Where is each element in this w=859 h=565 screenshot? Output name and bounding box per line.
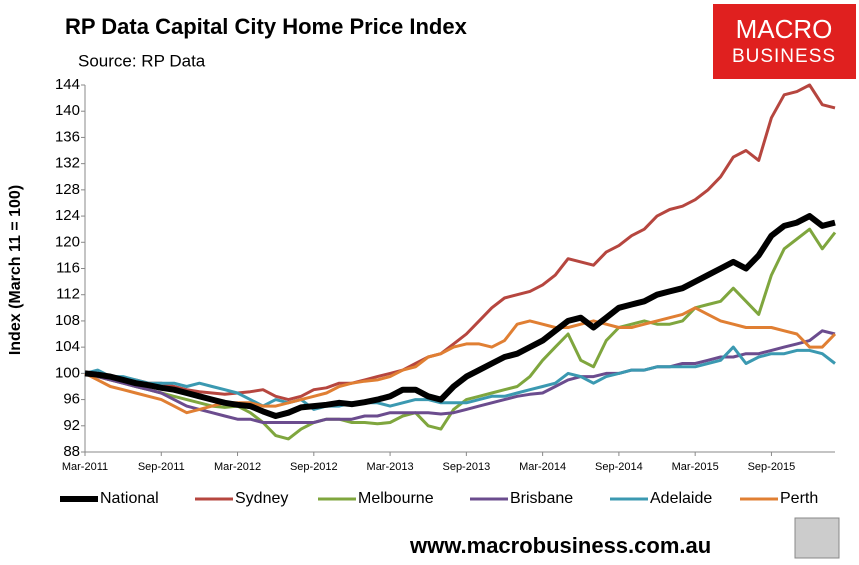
y-tick-label: 92 [63, 417, 80, 434]
legend-label: Perth [780, 490, 818, 507]
x-tick-label: Sep-2014 [595, 461, 643, 473]
legend-label: Brisbane [510, 490, 573, 507]
y-tick-label: 120 [55, 233, 80, 250]
y-axis-label: Index (March 11 = 100) [7, 185, 24, 355]
x-tick-label: Sep-2015 [748, 461, 796, 473]
y-tick-label: 88 [63, 443, 80, 460]
chart-subtitle: Source: RP Data [78, 51, 206, 70]
x-tick-label: Mar-2015 [672, 461, 719, 473]
y-tick-label: 112 [56, 286, 80, 303]
logo-text: MACRO [736, 14, 833, 44]
x-tick-label: Mar-2011 [62, 461, 108, 473]
legend-label: Sydney [235, 490, 288, 507]
y-tick-label: 140 [55, 102, 80, 119]
series-line [84, 213, 836, 419]
y-tick-label: 100 [55, 364, 80, 381]
footer: www.macrobusiness.com.au [409, 533, 711, 558]
x-tick-label: Mar-2012 [214, 461, 261, 473]
x-tick-label: Sep-2013 [442, 461, 490, 473]
y-tick-label: 96 [63, 391, 80, 408]
x-tick-label: Sep-2011 [138, 461, 185, 473]
y-tick-label: 108 [55, 312, 80, 329]
y-tick-label: 124 [55, 207, 80, 224]
y-tick-label: 116 [56, 259, 80, 276]
chart-title: RP Data Capital City Home Price Index [65, 14, 468, 39]
x-tick-label: Mar-2013 [367, 461, 414, 473]
legend-label: Adelaide [650, 490, 712, 507]
y-tick-label: 132 [55, 155, 80, 172]
fox-icon [794, 517, 840, 559]
y-tick-label: 104 [55, 338, 80, 355]
series-line [84, 345, 836, 411]
series-line [84, 83, 836, 402]
x-tick-label: Sep-2012 [290, 461, 338, 473]
legend-label: National [100, 490, 159, 507]
x-tick-label: Mar-2014 [519, 461, 566, 473]
y-tick-label: 128 [55, 181, 80, 198]
y-tick-label: 144 [55, 76, 80, 93]
logo-text: BUSINESS [732, 46, 836, 67]
series-line [84, 306, 837, 415]
legend-label: Melbourne [358, 490, 434, 507]
y-tick-label: 136 [55, 128, 80, 145]
series-line [84, 329, 836, 424]
logo-box [713, 4, 856, 79]
